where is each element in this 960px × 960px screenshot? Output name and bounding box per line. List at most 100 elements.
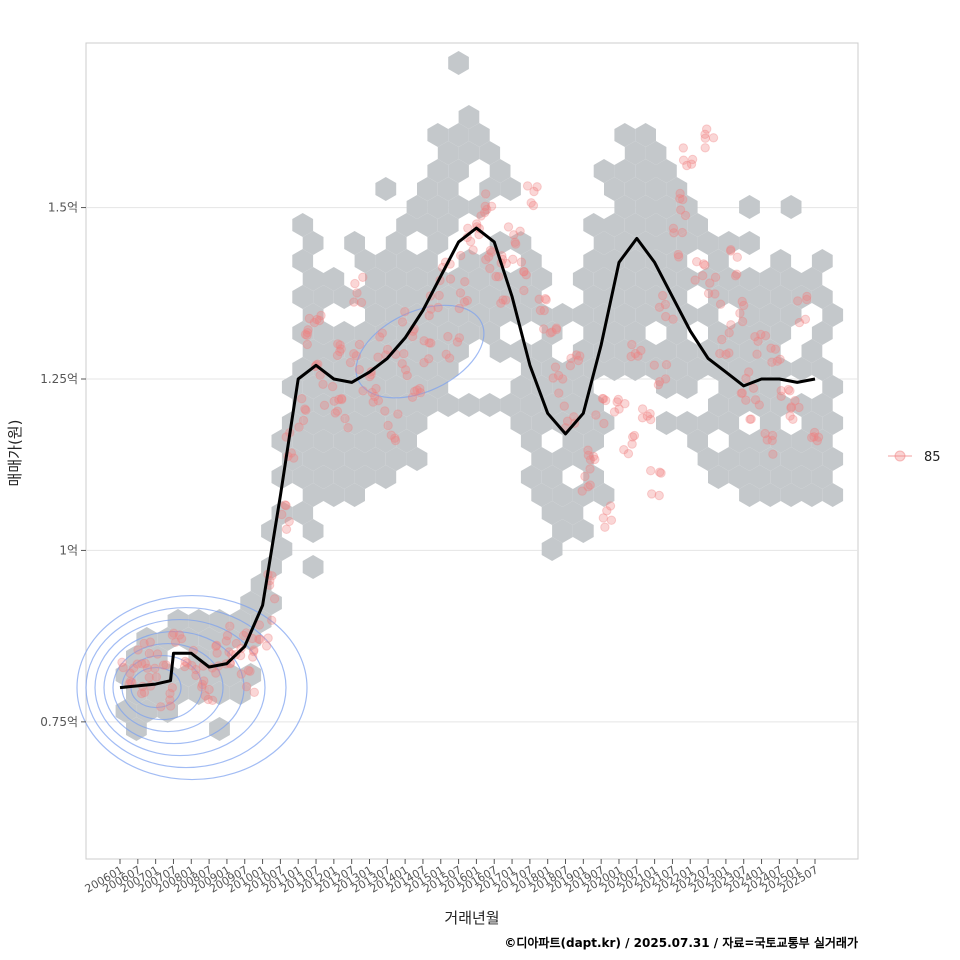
data-point [358,272,368,282]
data-point [737,316,748,327]
hex-cell [624,213,646,237]
hex-cell [801,411,823,435]
data-point [245,666,255,676]
data-point [455,288,466,298]
hex-cell [572,411,594,435]
data-point [724,328,734,338]
hex-cell [552,411,573,435]
data-point [516,257,527,267]
hex-cell [624,357,646,381]
data-point [768,449,778,459]
data-point [760,331,771,341]
data-point [169,628,179,638]
hex-cell [697,267,719,291]
hex-cell [479,285,501,309]
hex-cell [780,195,802,219]
data-point [519,266,529,277]
data-point [380,406,390,416]
hex-cell [510,267,532,291]
data-point [303,325,313,335]
hex-cell [583,465,604,489]
hex-cell [344,483,365,507]
hex-cell [396,285,417,309]
data-point [668,314,678,324]
data-point [415,383,425,394]
data-point [750,395,761,405]
hex-cell [292,357,314,381]
data-point [412,385,422,395]
data-point [373,352,383,362]
y-tick-label: 1억 [59,543,78,557]
hex-cell [302,411,324,435]
data-point [627,439,637,449]
density-contour [103,630,245,745]
data-point [402,370,412,381]
data-point [187,660,197,671]
hex-cell [385,339,407,363]
data-point [775,354,785,364]
hex-cell [406,411,428,435]
data-point [318,379,328,389]
hex-cell [375,393,397,417]
data-point [732,252,742,262]
hex-cell [458,393,480,417]
y-axis: 0.75억 1억 1.25억 1.5억 [40,201,86,729]
hex-cell [520,249,542,273]
data-point [637,404,648,414]
hex-cell [333,465,355,489]
hex-cell [500,393,521,417]
data-point [766,343,776,353]
hex-cell [344,411,365,435]
data-point [309,317,320,328]
hex-cell [811,321,833,345]
hex-cell [656,375,677,399]
data-point [397,359,407,369]
hex-cell [676,195,698,219]
hex-cell [500,177,521,201]
data-point [626,351,636,362]
hex-cell [811,249,833,273]
hex-cell [302,267,324,291]
hex-cell [759,267,781,291]
hex-cell [614,267,636,291]
hex-cell [437,321,459,345]
data-point [680,210,691,221]
hex-cell [801,447,823,471]
data-point [302,328,313,338]
hex-cell [489,231,511,255]
hex-cell [552,519,573,543]
hex-cell [354,465,376,489]
data-point [399,349,409,359]
data-point [180,661,190,672]
hex-cell [541,357,563,381]
hex-cell [448,51,469,75]
data-point [642,411,653,421]
hex-cell [791,393,812,417]
data-point [400,307,410,317]
hex-cell [333,429,355,453]
data-point [675,194,685,204]
hex-cell [313,429,334,453]
data-point [776,391,786,401]
data-point [609,407,620,417]
hex-cell [666,357,688,381]
hex-cell [323,339,345,363]
data-point [812,436,822,446]
hex-cell [583,429,604,453]
data-point [170,637,181,647]
data-point [332,406,343,416]
data-point [580,471,590,482]
hex-cell [385,267,407,291]
data-point [745,414,755,424]
hex-cell [811,393,833,417]
hex-cell [708,249,729,273]
data-point [772,356,782,366]
data-point [383,420,393,431]
hex-cell [811,465,833,489]
hex-cell [562,357,584,381]
data-point [726,245,736,255]
data-point [553,370,564,381]
data-point [715,299,726,309]
data-point [539,305,549,316]
data-point [407,392,418,402]
